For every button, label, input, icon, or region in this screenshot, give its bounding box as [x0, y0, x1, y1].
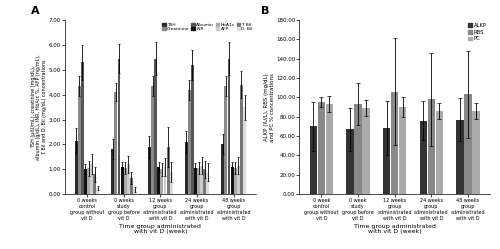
Bar: [228, 59, 230, 194]
Bar: [118, 59, 120, 194]
Bar: [133, 189, 136, 194]
Bar: [154, 59, 157, 194]
Bar: [436, 111, 443, 194]
Bar: [158, 167, 160, 194]
Bar: [96, 188, 100, 194]
Bar: [472, 111, 480, 194]
Bar: [124, 168, 126, 194]
Bar: [222, 144, 224, 194]
Bar: [166, 147, 170, 194]
Bar: [362, 108, 370, 194]
Bar: [318, 102, 325, 194]
Text: A: A: [30, 6, 40, 16]
Bar: [160, 169, 164, 194]
Bar: [234, 168, 236, 194]
Bar: [237, 166, 240, 194]
Bar: [114, 92, 117, 194]
Bar: [130, 178, 133, 194]
Bar: [120, 167, 124, 194]
Bar: [81, 62, 84, 194]
Bar: [240, 85, 243, 194]
Bar: [383, 128, 390, 194]
Bar: [326, 104, 333, 194]
Bar: [94, 174, 96, 194]
Bar: [399, 107, 406, 194]
Bar: [84, 169, 87, 194]
Text: B: B: [261, 6, 270, 16]
Bar: [204, 169, 206, 194]
Legend: ALKP, RBS, PC: ALKP, RBS, PC: [468, 23, 487, 42]
Bar: [391, 92, 398, 194]
Bar: [200, 166, 203, 194]
Bar: [346, 129, 354, 194]
Bar: [428, 99, 435, 194]
Bar: [206, 172, 210, 194]
Bar: [90, 164, 93, 194]
Bar: [456, 120, 464, 194]
Legend: TSH, Creatinine, Albumin, INR, HbA1c, AFP, T. Bil, D. Bil: TSH, Creatinine, Albumin, INR, HbA1c, AF…: [162, 22, 254, 32]
Bar: [170, 172, 172, 194]
Bar: [148, 147, 151, 194]
Bar: [74, 141, 78, 194]
Y-axis label: TSH (μIU/mL), creatinine (mg/dL),
albumin (g/dL), INR, HbA₁c %, AFP (ng/mL),
T. : TSH (μIU/mL), creatinine (mg/dL), albumi…: [30, 54, 47, 160]
Bar: [243, 107, 246, 194]
Bar: [151, 86, 154, 194]
Bar: [194, 168, 197, 194]
X-axis label: Time group administrated
with vit D (week): Time group administrated with vit D (wee…: [354, 224, 436, 234]
Bar: [464, 94, 471, 194]
Bar: [420, 121, 427, 194]
Bar: [224, 86, 228, 194]
Bar: [184, 142, 188, 194]
Bar: [188, 90, 190, 194]
Bar: [354, 104, 362, 194]
Bar: [87, 168, 90, 194]
Bar: [112, 149, 114, 194]
Y-axis label: ALKP (IU/L), RBS (mg/dL)
and PC % concentrations: ALKP (IU/L), RBS (mg/dL) and PC % concen…: [264, 73, 274, 141]
Bar: [197, 168, 200, 194]
Bar: [230, 167, 234, 194]
Bar: [78, 86, 80, 194]
Bar: [310, 126, 317, 194]
X-axis label: Time group administrated
with vit D (week): Time group administrated with vit D (wee…: [120, 224, 202, 234]
Bar: [191, 65, 194, 194]
Bar: [164, 167, 166, 194]
Bar: [127, 164, 130, 194]
